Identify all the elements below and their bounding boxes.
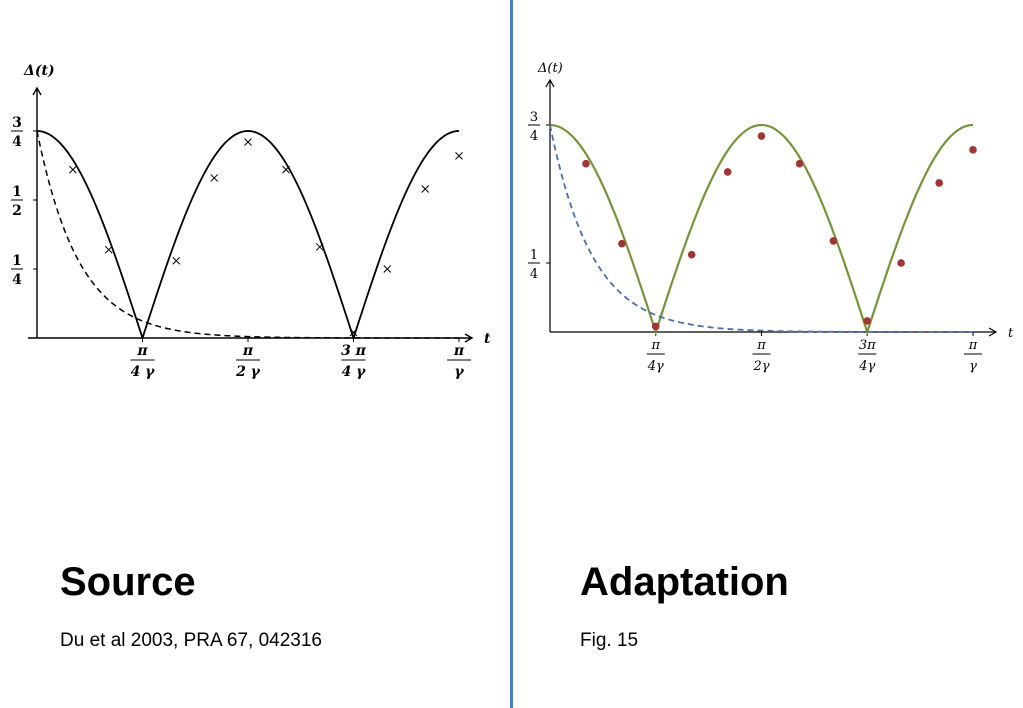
x-tick-numerator: π bbox=[242, 343, 254, 359]
y-tick-denominator: 4 bbox=[12, 272, 22, 288]
x-tick-numerator: π bbox=[136, 343, 148, 359]
x-tick-label: 3 π4 γ bbox=[341, 338, 367, 380]
y-tick-denominator: 4 bbox=[530, 129, 538, 144]
source-heading: Source bbox=[60, 560, 196, 604]
data-point bbox=[795, 159, 804, 168]
data-point-x bbox=[69, 165, 77, 174]
x-tick-denominator: γ bbox=[969, 359, 977, 374]
y-tick-denominator: 4 bbox=[12, 134, 22, 150]
data-point-x bbox=[210, 174, 219, 182]
x-tick-numerator: π bbox=[756, 338, 766, 353]
y-tick-label: 14 bbox=[528, 248, 550, 282]
y-tick-label: 12 bbox=[11, 184, 37, 219]
y-tick-numerator: 1 bbox=[12, 253, 22, 269]
y-tick-numerator: 1 bbox=[12, 184, 22, 200]
theory-curve bbox=[36, 130, 460, 341]
data-point-x bbox=[455, 151, 463, 160]
adaptation-heading: Adaptation bbox=[580, 560, 789, 604]
data-point bbox=[969, 146, 977, 154]
x-tick-numerator: 3 π bbox=[341, 343, 367, 359]
x-tick-numerator: 3π bbox=[859, 338, 876, 353]
x-tick-denominator: 2 γ bbox=[235, 364, 261, 380]
adaptation-panel: Δ(t) t π 4γ π 2γ 3π 4γ π γ 3 4 1 4 Adaptation Fig. 15 bbox=[514, 0, 1023, 708]
theory-curve bbox=[549, 123, 974, 336]
x-tick-label: πγ bbox=[964, 332, 982, 374]
y-tick-numerator: 3 bbox=[12, 115, 22, 131]
x-axis-label: t bbox=[1008, 326, 1014, 341]
data-point-stroke bbox=[421, 185, 430, 193]
x-axis-arrow bbox=[464, 333, 474, 343]
x-tick-label: π 2γ bbox=[752, 332, 771, 374]
data-point-stroke bbox=[104, 245, 113, 254]
x-tick-numerator: π bbox=[453, 343, 465, 359]
data-point-x bbox=[421, 185, 430, 193]
y-tick-denominator: 4 bbox=[530, 267, 538, 282]
data-point-stroke bbox=[69, 165, 77, 174]
data-point bbox=[757, 132, 766, 140]
data-point bbox=[687, 250, 696, 259]
data-point-x bbox=[104, 245, 113, 254]
data-point bbox=[863, 317, 872, 325]
y-tick-numerator: 3 bbox=[530, 110, 538, 125]
data-point-x bbox=[282, 165, 290, 174]
data-point bbox=[829, 237, 838, 245]
data-point-stroke bbox=[210, 174, 219, 182]
data-point bbox=[897, 259, 905, 267]
y-axis-label: Δ(t) bbox=[537, 61, 563, 76]
panel-divider bbox=[510, 0, 513, 708]
source-citation: Du et al 2003, PRA 67, 042316 bbox=[60, 630, 322, 651]
y-tick-label: 34 bbox=[11, 115, 37, 150]
x-axis-label: t bbox=[484, 331, 491, 347]
data-point-x bbox=[315, 243, 324, 251]
y-axis-arrow bbox=[545, 78, 555, 88]
y-tick-label: 14 bbox=[11, 253, 37, 288]
x-tick-label: π 4 γ bbox=[130, 338, 156, 380]
data-point bbox=[935, 179, 943, 187]
adaptation-caption: Fig. 15 bbox=[580, 630, 639, 651]
x-tick-denominator: 2γ bbox=[752, 359, 769, 374]
data-point-stroke bbox=[244, 138, 252, 146]
data-point-stroke bbox=[383, 265, 392, 273]
data-point-stroke bbox=[315, 243, 324, 251]
data-point-x bbox=[349, 328, 358, 337]
y-tick-label: 34 bbox=[528, 110, 550, 144]
x-tick-label: πγ bbox=[447, 338, 471, 380]
data-point bbox=[618, 239, 626, 248]
x-tick-denominator: 4γ bbox=[858, 359, 875, 374]
x-tick-label: π 2 γ bbox=[235, 338, 261, 380]
data-point-x bbox=[172, 256, 181, 265]
x-tick-denominator: 4 γ bbox=[131, 364, 156, 380]
x-tick-numerator: π bbox=[968, 338, 978, 353]
y-axis-arrow bbox=[32, 86, 42, 96]
y-tick-numerator: 1 bbox=[530, 248, 538, 263]
x-tick-denominator: 4 γ bbox=[342, 364, 367, 380]
x-tick-numerator: π bbox=[650, 338, 660, 353]
data-point-stroke bbox=[349, 328, 358, 337]
x-tick-label: π 4γ bbox=[647, 332, 665, 374]
y-tick-denominator: 2 bbox=[12, 203, 22, 219]
data-point-x bbox=[383, 265, 392, 273]
decay-curve bbox=[549, 124, 973, 333]
x-tick-denominator: 4γ bbox=[647, 359, 664, 374]
x-tick-denominator: γ bbox=[454, 364, 464, 380]
x-axis-arrow bbox=[988, 327, 998, 337]
decay-curve bbox=[36, 130, 459, 339]
y-axis-label: Δ(t) bbox=[23, 63, 55, 79]
data-point bbox=[651, 322, 660, 331]
data-point-x bbox=[244, 138, 252, 146]
data-point bbox=[723, 168, 732, 176]
data-point-stroke bbox=[455, 151, 463, 160]
data-point-stroke bbox=[172, 256, 181, 265]
data-point bbox=[582, 159, 590, 168]
data-point-stroke bbox=[282, 165, 290, 174]
